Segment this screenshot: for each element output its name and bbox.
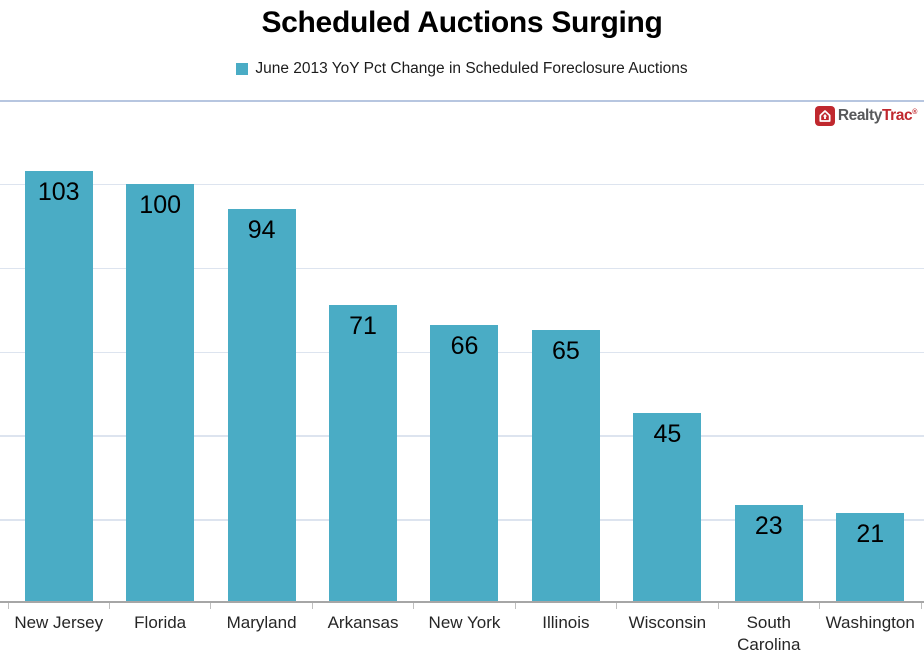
- bar-slot: 71: [312, 100, 413, 601]
- bar-slot: 100: [109, 100, 210, 601]
- x-axis-line: [0, 601, 924, 603]
- realtytrac-logo: RealtyTrac®: [814, 106, 918, 126]
- gridline-80: [0, 267, 924, 270]
- category-label-wisconsin: Wisconsin: [628, 613, 707, 632]
- bar-slot: 23: [718, 100, 819, 601]
- bar-value-label: 23: [754, 511, 783, 540]
- bars-layer: 103 100 94 71 66 65 45 23 21: [8, 100, 921, 601]
- bar-arkansas: 71: [329, 304, 398, 601]
- bar-slot: 94: [211, 100, 312, 601]
- bar-value-label: 45: [653, 420, 682, 449]
- bar-slot: 45: [617, 100, 718, 601]
- category-label-south-carolina: South Carolina: [737, 613, 801, 654]
- bar-new-jersey: 103: [24, 170, 93, 601]
- gridline-100: [0, 183, 924, 186]
- axis-tick: [7, 603, 9, 609]
- category-label-washington: Washington: [825, 613, 915, 632]
- bar-value-label: 100: [139, 190, 182, 219]
- bar-washington: 21: [836, 513, 905, 601]
- bar-slot: 21: [820, 100, 921, 601]
- bar-value-label: 21: [856, 520, 885, 549]
- axis-tick: [920, 603, 922, 609]
- logo-text-realty: Realty: [837, 107, 883, 124]
- axis-tick: [413, 603, 415, 609]
- bar-value-label: 94: [247, 215, 276, 244]
- house-icon: [814, 106, 835, 126]
- plot-area: 103 100 94 71 66 65 45 23 21: [0, 100, 924, 609]
- legend-label: June 2013 YoY Pct Change in Scheduled Fo…: [255, 60, 688, 77]
- axis-tick: [210, 603, 212, 609]
- axis-tick: [514, 603, 516, 609]
- axis-tick: [717, 603, 719, 609]
- bar-value-label: 66: [450, 332, 479, 361]
- ticks-layer: [7, 603, 922, 610]
- category-label-new-jersey: New Jersey: [14, 613, 104, 632]
- bar-wisconsin: 45: [633, 413, 702, 601]
- bar-illinois: 65: [531, 329, 600, 601]
- bar-slot: 65: [515, 100, 616, 601]
- category-label-arkansas: Arkansas: [327, 613, 399, 632]
- logo-text: RealtyTrac®: [837, 107, 918, 125]
- gridline-120: [0, 100, 924, 102]
- registered-mark: ®: [912, 108, 917, 116]
- bar-maryland: 94: [227, 208, 296, 601]
- category-label-florida: Florida: [134, 613, 187, 632]
- chart-legend: June 2013 YoY Pct Change in Scheduled Fo…: [0, 60, 924, 78]
- bar-new-york: 66: [430, 325, 499, 601]
- axis-tick: [616, 603, 618, 609]
- x-axis-labels: New Jersey Florida Maryland Arkansas New Yor…: [8, 612, 921, 656]
- bar-slot: 66: [414, 100, 515, 601]
- bar-south-carolina: 23: [734, 504, 803, 601]
- category-label-new-york: New York: [428, 613, 501, 632]
- category-label-illinois: Illinois: [542, 613, 590, 632]
- chart-title: Scheduled Auctions Surging: [261, 6, 663, 39]
- bar-florida: 100: [126, 183, 195, 601]
- bar-value-label: 65: [552, 336, 580, 365]
- axis-tick: [311, 603, 313, 609]
- bar-value-label: 103: [37, 177, 80, 206]
- bar-value-label: 71: [349, 311, 377, 340]
- logo-text-trac: Trac: [881, 107, 913, 124]
- legend-marker-icon: [236, 63, 249, 75]
- axis-tick: [819, 603, 821, 609]
- axis-tick: [108, 603, 110, 609]
- category-label-maryland: Maryland: [226, 613, 297, 632]
- bar-slot: 103: [8, 100, 109, 601]
